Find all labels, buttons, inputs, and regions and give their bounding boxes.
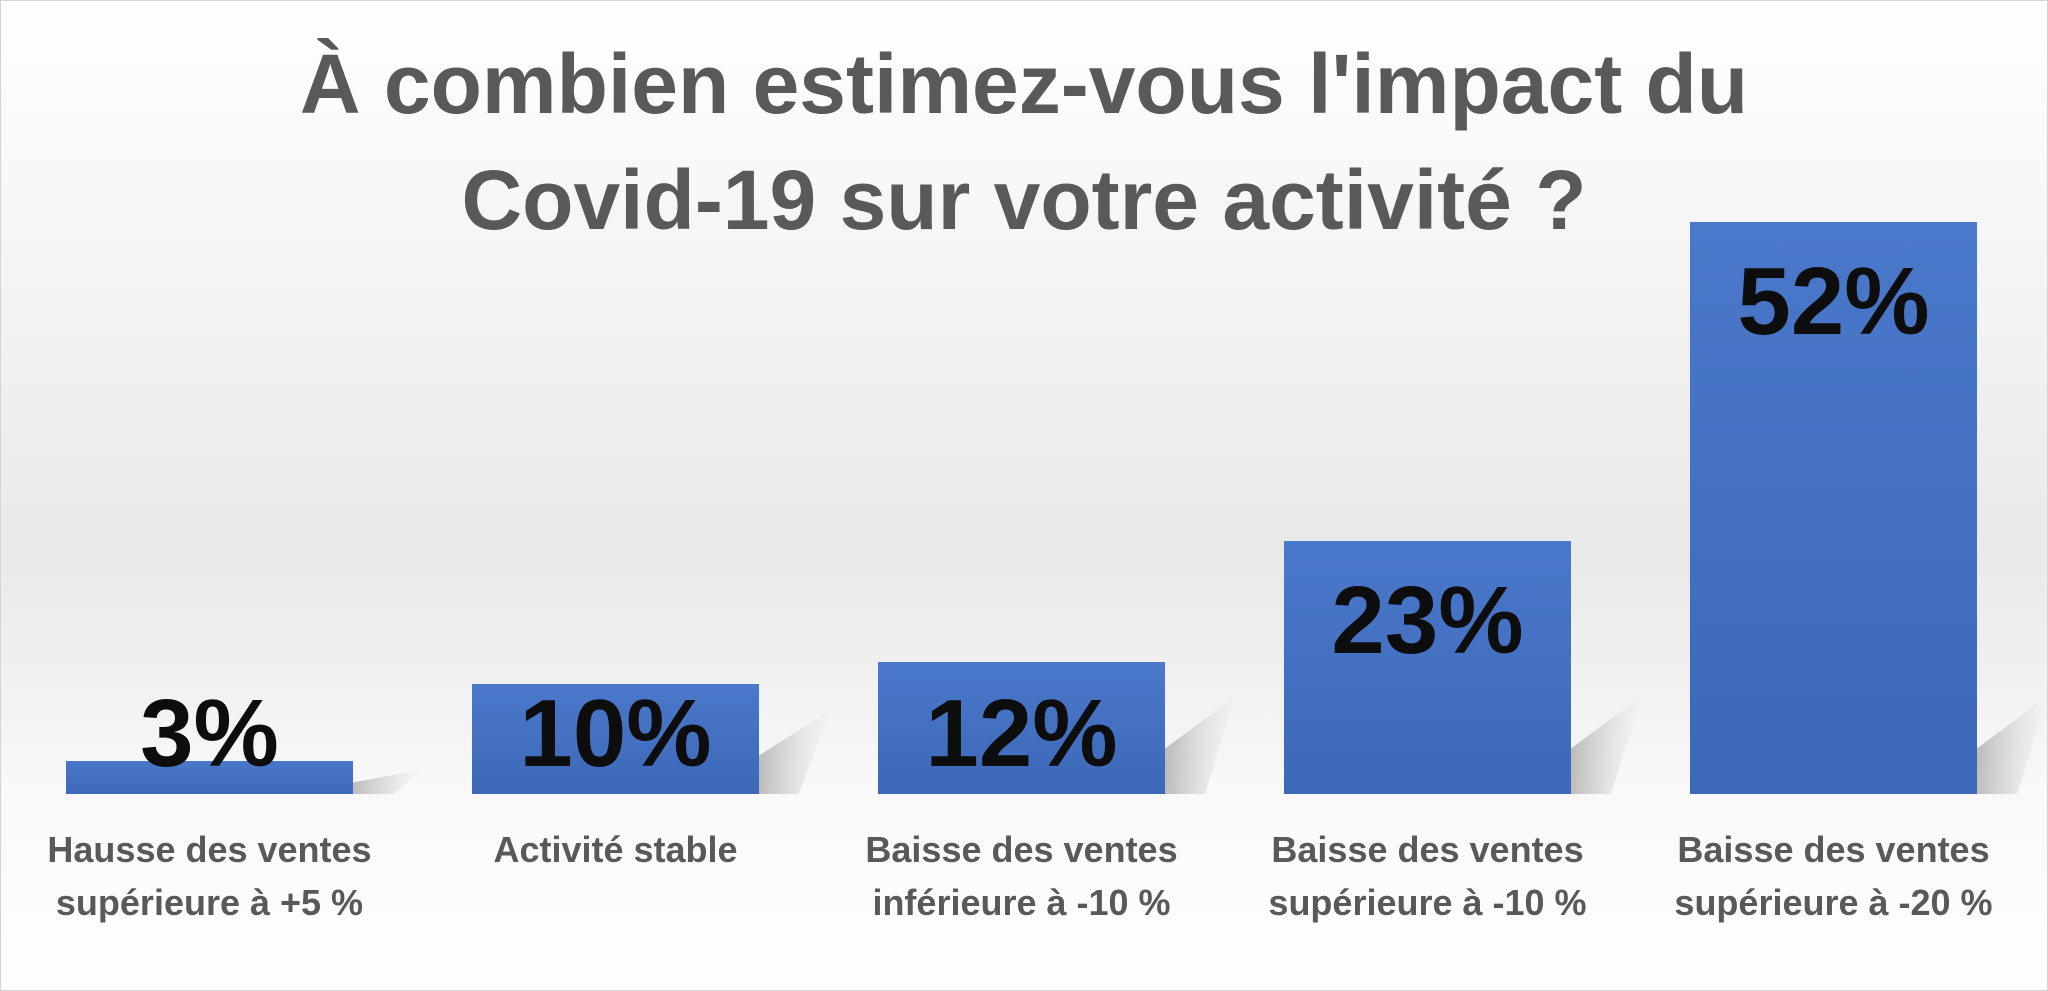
category-label-3-1: supérieure à -10 % [1268, 882, 1586, 923]
category-label-4-0: Baisse des ventes [1677, 829, 1989, 870]
category-labels: Hausse des ventes supérieure à +5 % Activi… [47, 829, 1992, 923]
value-label-4: 52% [1737, 248, 1929, 355]
bar-shadow [759, 711, 829, 794]
category-label-2-1: inférieure à -10 % [872, 882, 1170, 923]
value-label-2: 12% [925, 680, 1117, 787]
bar-4 [1690, 222, 1977, 794]
category-label-3-0: Baisse des ventes [1271, 829, 1583, 870]
chart-title-line-1: À combien estimez-vous l'impact du [299, 37, 1749, 131]
bars [66, 222, 1977, 794]
bar-shadow [1571, 696, 1641, 794]
value-label-0: 3% [140, 680, 279, 787]
bar-shadow [1977, 696, 2047, 794]
category-label-1-0: Activité stable [493, 829, 737, 870]
bar-shadow [1165, 696, 1235, 794]
category-label-2-0: Baisse des ventes [865, 829, 1177, 870]
bar-1 [472, 684, 759, 794]
bar-0 [66, 761, 353, 794]
category-label-0-1: supérieure à +5 % [56, 882, 363, 923]
bar-3 [1284, 541, 1571, 794]
value-label-1: 10% [519, 680, 711, 787]
chart-title: À combien estimez-vous l'impact du Covid… [0, 26, 2048, 258]
category-label-4-1: supérieure à -20 % [1674, 882, 1992, 923]
bar-2 [878, 662, 1165, 794]
value-labels: 3% 10% 12% 23% 52% [140, 248, 1929, 787]
value-label-3: 23% [1331, 567, 1523, 674]
category-label-0-0: Hausse des ventes [47, 829, 371, 870]
bar-shadows [353, 696, 2047, 794]
bar-shadow [353, 769, 423, 794]
chart-title-line-2: Covid-19 sur votre activité ? [461, 153, 1587, 247]
